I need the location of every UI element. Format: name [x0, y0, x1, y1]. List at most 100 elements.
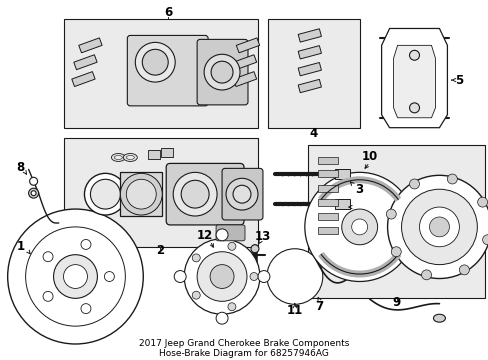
Circle shape	[401, 189, 476, 265]
Circle shape	[135, 42, 175, 82]
Bar	[317, 213, 337, 220]
Circle shape	[43, 252, 53, 262]
Circle shape	[225, 178, 258, 210]
Circle shape	[181, 180, 209, 208]
Polygon shape	[298, 79, 321, 93]
Circle shape	[421, 270, 430, 280]
Circle shape	[227, 303, 235, 311]
Ellipse shape	[126, 156, 134, 159]
Circle shape	[197, 252, 246, 301]
Bar	[63, 19, 258, 128]
Circle shape	[173, 172, 217, 216]
Circle shape	[25, 227, 125, 326]
Text: 2017 Jeep Grand Cherokee Brake Components: 2017 Jeep Grand Cherokee Brake Component…	[139, 338, 348, 347]
Bar	[161, 148, 173, 157]
Circle shape	[390, 247, 401, 257]
Polygon shape	[79, 38, 102, 53]
Circle shape	[53, 255, 97, 298]
Ellipse shape	[123, 153, 137, 161]
FancyBboxPatch shape	[127, 35, 208, 106]
Circle shape	[447, 174, 456, 184]
Ellipse shape	[120, 173, 162, 215]
Circle shape	[304, 172, 414, 282]
Text: 12: 12	[197, 229, 213, 242]
Circle shape	[43, 291, 53, 301]
Bar	[317, 227, 337, 234]
Bar	[148, 149, 160, 159]
Circle shape	[216, 229, 227, 241]
Circle shape	[81, 303, 91, 314]
Circle shape	[477, 197, 487, 207]
Text: 4: 4	[309, 127, 317, 140]
Polygon shape	[393, 45, 435, 118]
Circle shape	[408, 50, 419, 60]
Circle shape	[458, 265, 468, 275]
Bar	[267, 19, 359, 128]
Bar	[334, 199, 349, 209]
Circle shape	[216, 312, 227, 324]
Polygon shape	[298, 63, 321, 76]
Polygon shape	[72, 72, 95, 86]
Text: 7: 7	[315, 300, 323, 313]
Circle shape	[81, 239, 91, 249]
Polygon shape	[233, 72, 256, 86]
Bar	[317, 199, 337, 206]
Bar	[317, 170, 337, 177]
Text: 10: 10	[361, 150, 377, 163]
Circle shape	[211, 61, 233, 83]
Circle shape	[419, 207, 458, 247]
FancyBboxPatch shape	[222, 168, 263, 220]
Circle shape	[227, 242, 235, 250]
Circle shape	[142, 49, 168, 75]
Circle shape	[387, 175, 488, 279]
Ellipse shape	[126, 179, 156, 209]
Bar	[317, 185, 337, 192]
Bar	[63, 138, 258, 247]
FancyBboxPatch shape	[216, 225, 244, 241]
Circle shape	[104, 271, 114, 282]
Ellipse shape	[114, 156, 122, 159]
Circle shape	[482, 235, 488, 245]
Text: 2: 2	[156, 244, 164, 257]
Bar	[334, 169, 349, 179]
Polygon shape	[298, 29, 321, 42]
Text: 9: 9	[392, 296, 400, 309]
Bar	[120, 172, 162, 216]
Text: 13: 13	[254, 230, 270, 243]
Circle shape	[408, 103, 419, 113]
Circle shape	[266, 249, 322, 304]
Polygon shape	[74, 55, 97, 70]
Circle shape	[249, 273, 258, 280]
Circle shape	[192, 291, 200, 299]
Polygon shape	[381, 28, 447, 128]
Bar	[317, 157, 337, 165]
Text: Hose-Brake Diagram for 68257946AG: Hose-Brake Diagram for 68257946AG	[159, 350, 328, 359]
Circle shape	[30, 177, 38, 185]
Circle shape	[250, 245, 259, 253]
Polygon shape	[233, 55, 256, 70]
Circle shape	[210, 265, 234, 288]
Circle shape	[428, 217, 448, 237]
Text: 3: 3	[355, 183, 363, 196]
Text: 11: 11	[286, 304, 303, 317]
Circle shape	[63, 265, 87, 288]
Circle shape	[31, 191, 36, 196]
Ellipse shape	[111, 153, 125, 161]
Text: 6: 6	[164, 6, 172, 19]
Polygon shape	[298, 46, 321, 59]
Circle shape	[258, 271, 269, 283]
Circle shape	[192, 254, 200, 262]
Circle shape	[233, 185, 250, 203]
FancyBboxPatch shape	[197, 39, 247, 105]
Ellipse shape	[90, 179, 120, 209]
Circle shape	[203, 54, 240, 90]
Text: 8: 8	[17, 161, 25, 174]
Text: 1: 1	[17, 240, 25, 253]
Bar	[307, 145, 484, 298]
Ellipse shape	[432, 314, 445, 322]
Circle shape	[8, 209, 143, 344]
Circle shape	[386, 209, 395, 219]
FancyBboxPatch shape	[166, 163, 244, 225]
Polygon shape	[236, 38, 259, 53]
Circle shape	[29, 188, 39, 198]
